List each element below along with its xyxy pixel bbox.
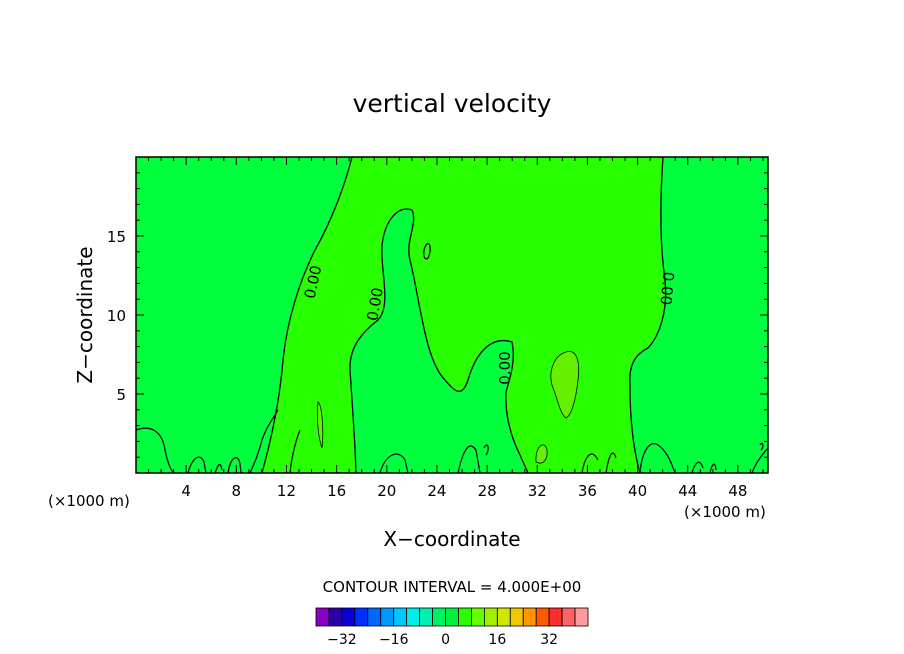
color-bar-tick-label: 0 (441, 632, 450, 648)
x-tick-label: 4 (181, 482, 191, 500)
color-bar-swatch (406, 607, 421, 627)
color-bar-swatch (341, 607, 356, 627)
x-tick-label: 48 (728, 482, 747, 500)
x-tick-label: 32 (528, 482, 547, 500)
color-bar-tick-label: −16 (379, 632, 409, 648)
x-tick-label: 16 (327, 482, 346, 500)
color-bar-swatch (471, 607, 485, 627)
x-tick-label: 36 (578, 482, 597, 500)
color-bar-swatch (535, 607, 550, 627)
color-bar (315, 607, 589, 627)
contour-label: 0.00 (363, 286, 387, 322)
color-bar-swatch (354, 607, 369, 627)
contour-label: 0.00 (657, 271, 678, 306)
y-axis-title: Z−coordinate (73, 246, 97, 383)
color-bar-swatch (328, 607, 343, 627)
y-axis: 5 10 15 (107, 172, 768, 458)
color-bar-swatch (419, 607, 433, 627)
color-bar-swatch (445, 607, 459, 627)
x-unit-label-left: (×1000 m) (48, 492, 130, 510)
y-tick-label: 10 (107, 307, 126, 325)
contour-field: 0.00 0.00 0.00 0.00 (136, 157, 768, 473)
color-bar-swatch (548, 607, 563, 627)
color-bar-swatch (561, 607, 576, 627)
color-bar-swatch (458, 607, 472, 627)
small-positive-patch (535, 444, 548, 464)
y-tick-label: 5 (116, 386, 126, 404)
y-tick-label: 15 (107, 228, 126, 246)
x-tick-label: 8 (232, 482, 242, 500)
color-bar-swatch (315, 607, 330, 627)
color-bar-tick-label: −32 (327, 632, 357, 648)
x-axis: 4 8 12 16 20 24 28 32 36 40 44 48 (148, 157, 764, 500)
color-bar-tick-label: 16 (488, 632, 506, 648)
chart-title: vertical velocity (353, 89, 552, 118)
color-bar-swatch (522, 607, 537, 627)
x-axis-title: X−coordinate (383, 527, 520, 551)
small-closed-contour (423, 243, 431, 260)
color-bar-swatch (393, 607, 408, 627)
color-bar-swatch (483, 607, 498, 627)
color-bar-swatch (496, 607, 511, 627)
x-tick-label: 24 (427, 482, 446, 500)
x-unit-label-right: (×1000 m) (684, 503, 766, 521)
x-tick-label: 28 (478, 482, 497, 500)
color-bar-swatch (380, 607, 395, 627)
near-surface-contour (136, 409, 768, 473)
color-bar-swatch (432, 607, 446, 627)
x-tick-label: 20 (377, 482, 396, 500)
color-bar-swatch (509, 607, 524, 627)
color-bar-tick-label: 32 (540, 632, 558, 648)
thin-positive-streak (316, 401, 324, 449)
x-tick-label: 12 (277, 482, 296, 500)
x-tick-label: 44 (678, 482, 697, 500)
contour-label: 0.00 (496, 351, 514, 384)
x-tick-label: 40 (628, 482, 647, 500)
color-bar-swatch (367, 607, 382, 627)
color-bar-swatch (574, 607, 589, 627)
color-bar-ticks: −32 −16 0 16 32 (327, 632, 558, 648)
contour-interval-label: CONTOUR INTERVAL = 4.000E+00 (323, 578, 582, 596)
updraft-core-region (550, 351, 580, 419)
